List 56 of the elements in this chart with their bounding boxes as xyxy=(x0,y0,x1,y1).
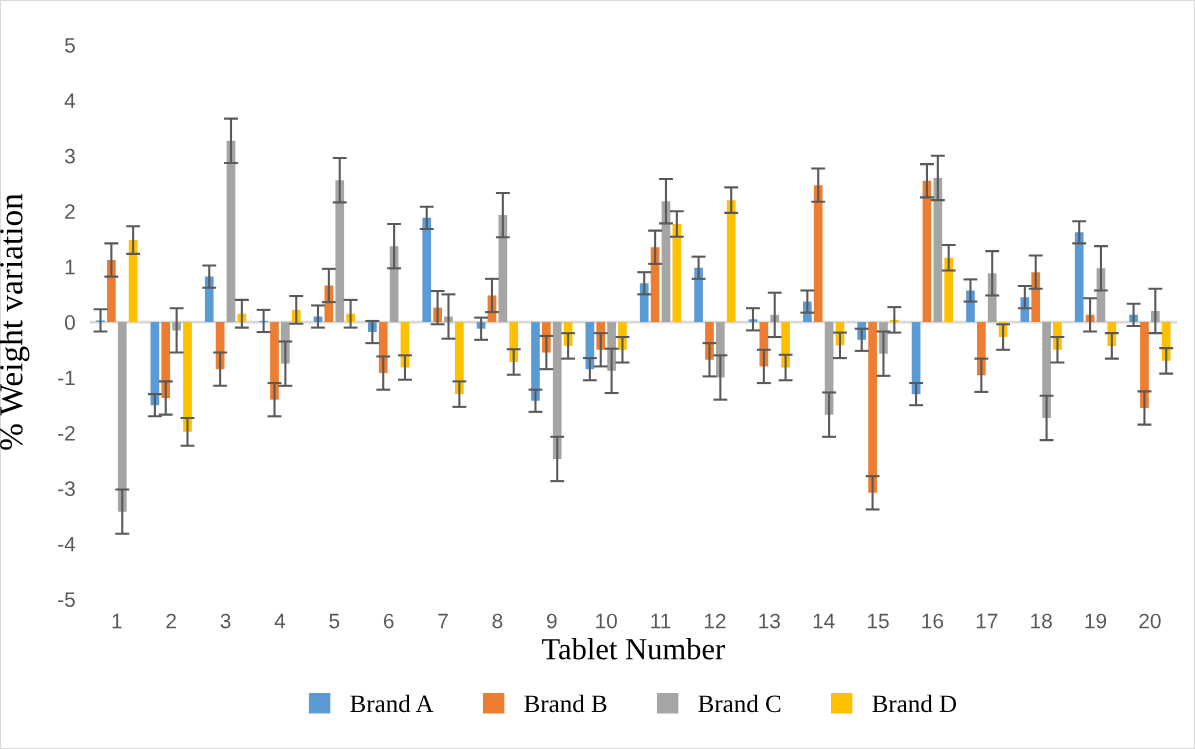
bar xyxy=(1042,322,1051,418)
y-tick-label: 0 xyxy=(64,315,75,330)
bar xyxy=(672,223,682,323)
bar xyxy=(531,322,540,401)
bar xyxy=(694,267,703,323)
x-tick-label: 13 xyxy=(759,613,780,629)
bar xyxy=(378,322,388,374)
bar xyxy=(1140,322,1149,408)
y-tick-label: -1 xyxy=(58,370,75,386)
x-tick-label: 18 xyxy=(1031,613,1052,629)
bar xyxy=(455,322,464,395)
y-tick-label: 2 xyxy=(65,204,75,219)
x-tick-label: 2 xyxy=(166,613,176,629)
y-tick-label: -4 xyxy=(58,536,76,552)
bar xyxy=(183,322,192,432)
x-tick-label: 3 xyxy=(220,613,231,629)
x-tick-label: 19 xyxy=(1085,613,1107,629)
bar xyxy=(1074,232,1084,323)
x-tick-label: 1 xyxy=(112,613,122,629)
y-tick-label: -3 xyxy=(58,481,75,497)
bar xyxy=(933,177,943,323)
x-tick-label: 7 xyxy=(438,613,448,629)
legend-label: Brand C xyxy=(698,694,781,713)
x-tick-label: 12 xyxy=(704,613,726,629)
y-tick-label: 1 xyxy=(65,259,75,275)
bar xyxy=(552,322,562,459)
x-tick-label: 16 xyxy=(922,613,944,629)
x-tick-label: 5 xyxy=(329,613,340,629)
x-tick-label: 11 xyxy=(651,613,671,629)
y-axis-title: % Weight variation xyxy=(0,193,30,450)
bar xyxy=(161,322,171,398)
bar xyxy=(813,185,823,323)
y-tick-label: -2 xyxy=(58,425,75,441)
x-tick-label: 14 xyxy=(813,613,835,629)
bar xyxy=(944,257,954,323)
bar xyxy=(868,322,877,493)
x-tick-label: 9 xyxy=(546,613,557,629)
bar xyxy=(335,180,345,323)
x-tick-label: 10 xyxy=(596,613,617,629)
x-tick-label: 17 xyxy=(976,613,998,629)
x-tick-label: 4 xyxy=(274,613,286,629)
bar xyxy=(422,217,432,323)
x-tick-label: 15 xyxy=(868,613,889,629)
bar xyxy=(117,322,127,512)
y-tick-label: 4 xyxy=(64,93,76,108)
y-tick-label: 3 xyxy=(64,148,75,164)
x-tick-label: 8 xyxy=(492,613,503,629)
x-tick-label: 20 xyxy=(1139,613,1161,629)
y-tick-label: 5 xyxy=(64,38,75,53)
x-axis-title: Tablet Number xyxy=(542,638,725,660)
x-tick-label: 6 xyxy=(383,613,394,629)
y-tick-label: -5 xyxy=(58,592,75,607)
legend-label: Brand B xyxy=(524,694,607,713)
legend-label: Brand A xyxy=(350,694,434,713)
legend-label: Brand D xyxy=(872,694,957,713)
bar xyxy=(726,200,736,323)
